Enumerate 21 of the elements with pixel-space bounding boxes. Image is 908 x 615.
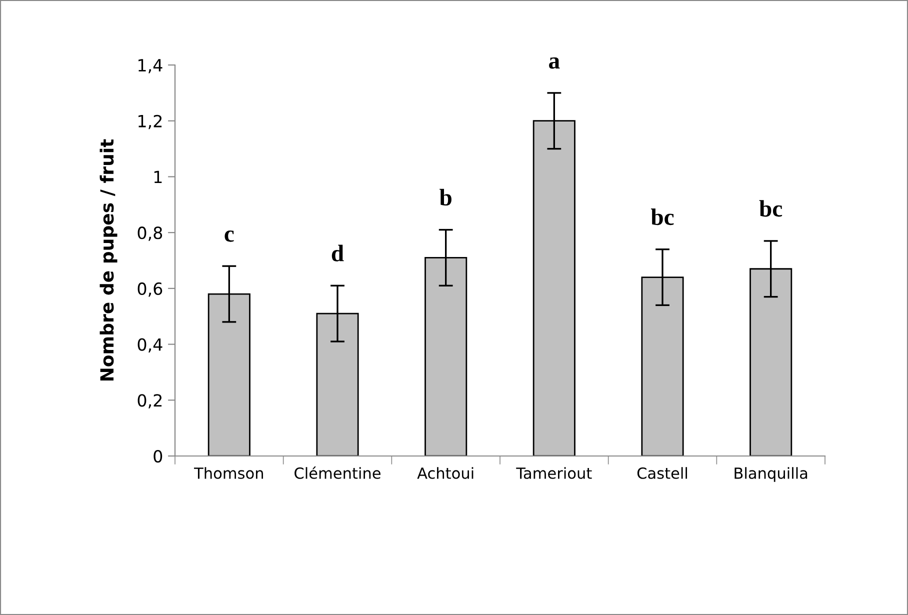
y-tick-label: 0,2 [138,394,162,408]
x-tick-label: Achtoui [417,467,474,479]
x-tick-label: Clémentine [294,466,380,479]
annotation: c [224,230,234,242]
x-tick-label: Thomson [194,467,263,479]
x-tick-label: Castell [637,467,687,479]
y-tick-label: 0,6 [138,282,162,297]
annotation: b [440,188,452,206]
y-tick-label: 0 [154,450,162,463]
x-tick-label: Tameriout [516,467,592,479]
annotation: bc [759,200,782,217]
y-tick-label: 1 [154,170,162,184]
y-tick-label: 1,4 [138,59,162,74]
y-tick-label: 0,8 [138,226,162,241]
y-tick-label: 0,4 [138,338,162,353]
y-axis-title: Nombre de pupes / fruit [100,139,118,381]
annotation: a [549,57,560,69]
annotation: d [332,244,344,262]
y-tick-label: 1,2 [138,114,162,130]
annotation: bc [650,208,674,226]
x-tick-label: Blanquilla [734,467,808,482]
